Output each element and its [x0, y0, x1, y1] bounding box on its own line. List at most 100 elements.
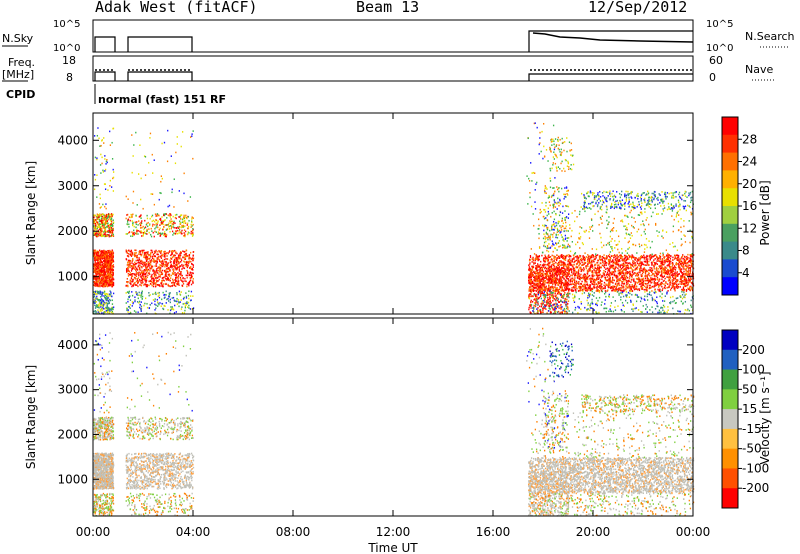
echo-cell [144, 226, 147, 228]
echo-cell [165, 252, 167, 255]
echo-cell [105, 302, 107, 305]
echo-cell [189, 271, 192, 274]
echo-cell [545, 257, 547, 260]
echo-cell [587, 256, 589, 259]
echo-cell [132, 301, 134, 304]
echo-cell [109, 250, 111, 253]
echo-cell [170, 220, 173, 223]
echo-cell [175, 257, 178, 259]
echo-cell [191, 221, 193, 224]
echo-cell [149, 270, 151, 272]
echo-cell [141, 295, 144, 298]
echo-cell [93, 298, 96, 301]
echo-cell [94, 227, 96, 230]
echo-cell [130, 283, 132, 286]
echo-cell [134, 268, 136, 270]
echo-cell [170, 263, 173, 266]
echo-cell [177, 272, 179, 274]
echo-cell [161, 222, 163, 225]
echo-cell [135, 291, 137, 294]
echo-cell [664, 284, 666, 287]
echo-cell [658, 284, 660, 287]
echo-cell [170, 220, 172, 223]
echo-cell [105, 282, 107, 285]
echo-cell [101, 312, 103, 314]
echo-cell [112, 306, 115, 309]
echo-cell [93, 265, 95, 268]
echo-cell [134, 274, 137, 276]
echo-cell [192, 259, 194, 262]
echo-cell [148, 224, 151, 226]
echo-cell [608, 255, 611, 258]
echo-cell [178, 262, 180, 265]
echo-cell [188, 297, 190, 300]
echo-cell [529, 256, 532, 259]
echo-cell [100, 223, 102, 226]
echo-cell [94, 282, 96, 284]
echo-cell [136, 269, 139, 271]
echo-cell [105, 226, 107, 229]
echo-cell [636, 282, 638, 284]
echo-cell [192, 254, 194, 257]
echo-cell [626, 283, 628, 286]
echo-cell [640, 285, 642, 287]
echo-cell [112, 282, 114, 285]
echo-cell [606, 276, 609, 278]
echo-cell [159, 260, 161, 263]
echo-cell [105, 163, 107, 165]
echo-cell [588, 255, 590, 258]
echo-cell [109, 215, 111, 218]
echo-cell [139, 262, 141, 265]
echo-cell [128, 232, 130, 234]
echo-cell [184, 233, 186, 236]
echo-cell [528, 290, 530, 292]
echo-cell [138, 257, 140, 259]
echo-cell [131, 252, 134, 255]
echo-cell [157, 272, 159, 274]
echo-cell [174, 274, 176, 276]
echo-cell [131, 220, 133, 222]
echo-cell [155, 307, 157, 310]
echo-cell [102, 305, 105, 307]
echo-cell [105, 276, 107, 278]
echo-cell [180, 145, 182, 148]
echo-cell [131, 260, 133, 263]
echo-cell [161, 280, 163, 282]
echo-cell [153, 159, 155, 162]
echo-cell [111, 261, 113, 263]
echo-cell [156, 250, 158, 253]
echo-cell [104, 279, 107, 281]
echo-cell [98, 220, 101, 223]
echo-cell [155, 304, 157, 307]
echo-cell [102, 265, 105, 268]
echo-cell [160, 271, 163, 274]
echo-cell [127, 255, 129, 257]
echo-cell [101, 222, 103, 224]
echo-cell [106, 218, 108, 221]
echo-cell [111, 307, 113, 310]
echo-cell [156, 298, 158, 301]
echo-cell [127, 272, 129, 275]
echo-cell [190, 136, 192, 138]
echo-cell [94, 299, 96, 302]
echo-cell [169, 230, 171, 233]
echo-cell [604, 270, 607, 273]
echo-cell [101, 223, 104, 225]
echo-cell [556, 254, 558, 257]
echo-cell [156, 215, 158, 217]
echo-cell [109, 184, 111, 187]
echo-cell [103, 258, 106, 261]
echo-cell [686, 255, 688, 258]
echo-cell [142, 281, 144, 284]
echo-cell [135, 252, 137, 254]
echo-cell [561, 281, 564, 284]
echo-cell [111, 229, 113, 232]
echo-cell [630, 255, 632, 258]
echo-cell [623, 268, 625, 271]
echo-cell [141, 266, 143, 269]
echo-cell [594, 267, 597, 269]
echo-cell [661, 278, 663, 281]
echo-cell [95, 256, 97, 258]
echo-cell [112, 233, 114, 236]
echo-cell [169, 222, 172, 224]
